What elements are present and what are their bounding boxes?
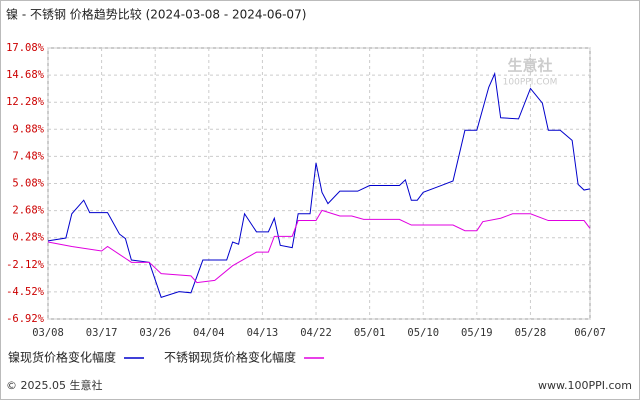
- footer-left: © 2025.05 生意社: [6, 378, 102, 392]
- footer-right: www.100PPI.com: [538, 379, 632, 392]
- x-tick-label: 03/08: [32, 327, 64, 339]
- x-tick-label: 05/19: [461, 327, 493, 339]
- y-tick-label: -6.92%: [6, 313, 45, 325]
- x-tick-label: 04/13: [247, 327, 279, 339]
- x-tick-label: 04/04: [193, 327, 225, 339]
- legend-label: 镍现货价格变化幅度: [8, 350, 116, 365]
- watermark: 生意社: [507, 57, 552, 75]
- legend-label: 不锈钢现货价格变化幅度: [164, 350, 296, 365]
- x-tick-label: 06/07: [574, 327, 606, 339]
- y-tick-label: 17.08%: [6, 42, 45, 54]
- y-tick-label: -4.52%: [6, 286, 45, 298]
- watermark-sub: 100PPI.COM: [503, 78, 558, 88]
- series-line: [47, 209, 591, 284]
- y-tick-label: 0.28%: [12, 232, 44, 244]
- y-tick-label: 2.68%: [12, 205, 44, 217]
- x-tick-label: 05/10: [407, 327, 439, 339]
- series-line: [47, 71, 591, 298]
- y-tick-label: 5.08%: [12, 178, 44, 190]
- y-tick-label: 7.48%: [12, 150, 44, 162]
- x-tick-label: 04/22: [300, 327, 332, 339]
- x-tick-label: 05/01: [354, 327, 386, 339]
- x-tick-label: 03/26: [139, 327, 171, 339]
- y-tick-label: 9.88%: [12, 123, 44, 135]
- x-tick-label: 03/17: [86, 327, 118, 339]
- y-tick-label: 14.68%: [6, 69, 45, 81]
- y-tick-label: -2.12%: [6, 259, 45, 271]
- y-tick-label: 12.28%: [6, 96, 45, 108]
- chart-title: 镍 - 不锈钢 价格趋势比较 (2024-03-08 - 2024-06-07): [6, 7, 306, 22]
- x-tick-label: 05/28: [515, 327, 547, 339]
